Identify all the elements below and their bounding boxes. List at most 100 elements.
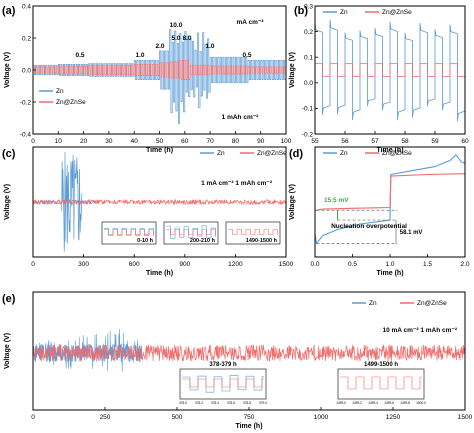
inset-tick-label: 1499.0 — [336, 401, 346, 405]
rate-annotation: 0.5 — [242, 52, 251, 59]
rate-annotation: 5.0 — [171, 35, 180, 42]
x-tick-label: 300 — [78, 261, 89, 268]
x-tick-label: 100 — [281, 138, 292, 145]
y-tick-label: 0.0 — [304, 80, 313, 87]
x-tick-label: 1.5 — [423, 261, 432, 268]
inset-tick-label: 1499.8 — [400, 401, 410, 405]
panel-label: (e) — [2, 293, 16, 305]
rate-annotation: 10.0 — [170, 22, 183, 29]
inset-znse-line — [340, 376, 422, 390]
rate-annotation: 1.0 — [205, 43, 214, 50]
x-tick-label: 0 — [31, 261, 35, 268]
y-axis-label: Voltage (V) — [289, 184, 296, 220]
inset-tick-label: 378.6 — [227, 401, 235, 405]
y-tick-label: 0.1 — [304, 55, 313, 62]
rate-annotation: 0.5 — [75, 52, 84, 59]
x-tick-label: 1200 — [228, 261, 243, 268]
legend-label: Zn@ZnSe — [417, 300, 447, 307]
x-tick-label: 0 — [31, 414, 35, 421]
inset-tick-label: 1499.6 — [384, 401, 394, 405]
legend-label: Zn@ZnSe — [257, 150, 287, 157]
inset-znse-line — [166, 229, 216, 235]
y-tick-label: 0.4 — [22, 3, 31, 10]
nucleation-label: Nucleation overpotential — [331, 223, 407, 230]
y-tick-label: 0.2 — [22, 35, 31, 42]
legend-label: Zn — [56, 88, 64, 95]
x-axis-label: Time (h) — [146, 147, 173, 154]
inset-znse-line — [228, 229, 278, 235]
inset-label: 1490-1500 h — [246, 238, 278, 244]
panel-label: (c) — [2, 148, 16, 160]
legend-label: Zn@ZnSe — [382, 9, 412, 16]
x-axis-label: Time (h) — [376, 147, 403, 154]
panel-label: (a) — [2, 5, 16, 17]
inset-tick-label: 1500.0 — [416, 401, 426, 405]
x-axis-label: Time (h) — [146, 270, 173, 277]
x-tick-label: 0.5 — [348, 261, 357, 268]
inset-frame — [225, 221, 281, 245]
condition-annotation: 1 mA cm⁻² 1 mAh cm⁻² — [201, 180, 273, 187]
inset-tick-label: 378.2 — [195, 401, 203, 405]
x-tick-label: 58 — [401, 138, 409, 145]
y-axis-label: Voltage (V) — [4, 333, 11, 369]
x-tick-label: 10 — [55, 138, 63, 145]
legend-label: Zn — [369, 300, 377, 307]
y-tick-label: -0.1 — [302, 106, 314, 113]
x-tick-label: 50 — [156, 138, 164, 145]
x-tick-label: 1500 — [458, 414, 473, 421]
x-tick-label: 56 — [341, 138, 349, 145]
x-tick-label: 57 — [371, 138, 379, 145]
y-tick-label: 0.2 — [304, 29, 313, 36]
x-tick-label: 1.0 — [385, 261, 394, 268]
inset-label: 378-379 h — [209, 362, 237, 368]
y-tick-label: -0.4 — [20, 131, 32, 138]
panel-b-frame — [314, 5, 466, 135]
x-tick-label: 1250 — [386, 414, 401, 421]
zn-voltage-line — [314, 19, 466, 122]
znse-voltage-line — [315, 63, 465, 77]
x-axis-label: Time (h) — [376, 270, 403, 277]
legend-label: Zn — [340, 150, 348, 157]
legend-label: Zn@ZnSe — [382, 150, 412, 157]
inset-tick-label: 1499.2 — [352, 401, 362, 405]
inset-tick-label: 379.0 — [259, 401, 267, 405]
inset-label: 1499-1500 h — [364, 362, 398, 368]
panel-label: (b) — [294, 5, 308, 17]
panel-c-frame — [32, 146, 287, 258]
x-tick-label: 70 — [206, 138, 214, 145]
x-tick-label: 90 — [257, 138, 265, 145]
y-tick-label: 0.0 — [22, 67, 31, 74]
legend-label: Zn — [340, 9, 348, 16]
inset-tick-label: 378.0 — [179, 401, 187, 405]
rate-annotation: 2.0 — [155, 43, 164, 50]
inset-frame — [163, 221, 219, 245]
zn-spike-line — [61, 151, 83, 252]
condition-annotation: 10 mA cm⁻² 1 mAh cm⁻² — [382, 327, 457, 334]
y-tick-label: 0.3 — [304, 3, 313, 10]
x-tick-label: 1500 — [279, 261, 294, 268]
x-axis-label: Time (h) — [235, 423, 262, 430]
x-tick-label: 0.0 — [310, 261, 319, 268]
inset-tick-label: 378.8 — [243, 401, 251, 405]
y-axis-label: Voltage (V) — [4, 184, 11, 220]
zn-voltage-line — [314, 154, 466, 245]
rate-annotation: 1 mAh cm⁻² — [222, 114, 259, 121]
x-tick-label: 600 — [129, 261, 140, 268]
inset-frame — [179, 368, 267, 400]
rate-annotation: 8.0 — [182, 35, 191, 42]
inset-znse-line — [104, 229, 154, 235]
inset-tick-label: 378.4 — [211, 401, 219, 405]
inset-frame — [101, 221, 157, 245]
x-tick-label: 60 — [181, 138, 189, 145]
y-axis-label: Voltage (V) — [289, 52, 296, 88]
x-tick-label: 750 — [244, 414, 255, 421]
inset-label: 0-10 h — [137, 238, 154, 244]
inset-znse-line — [182, 378, 264, 388]
inset-frame — [337, 368, 425, 400]
x-tick-label: 59 — [431, 138, 439, 145]
y-tick-label: -0.2 — [20, 99, 32, 106]
x-tick-label: 250 — [100, 414, 111, 421]
znse-voltage-line — [32, 344, 466, 362]
x-tick-label: 500 — [172, 414, 183, 421]
